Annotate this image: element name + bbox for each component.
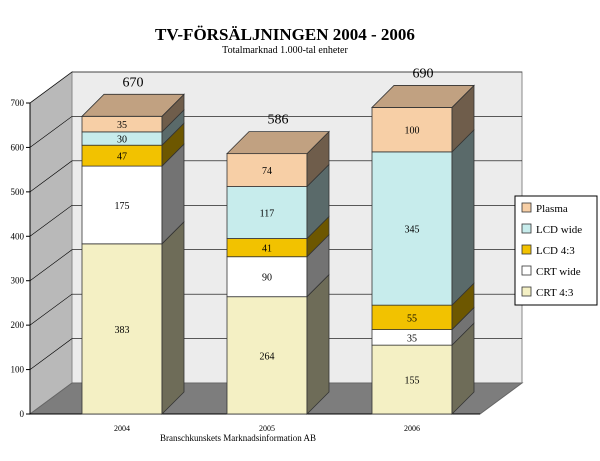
- data-label: 35: [117, 120, 127, 131]
- y-tick-label: 600: [11, 142, 25, 152]
- bar-front: [371, 151, 453, 306]
- bar-top: [81, 93, 185, 117]
- side-wall: [29, 71, 73, 415]
- data-label: 100: [405, 126, 420, 137]
- legend-label: LCD wide: [536, 224, 582, 236]
- gridline: [29, 71, 522, 104]
- bar-segment-2004-lcd-4-3: 47: [81, 122, 185, 168]
- bar-front: [226, 153, 308, 187]
- legend: Plasma LCD wide LCD 4:3 CRT wide CRT 4:3: [514, 195, 598, 306]
- source-note: Branschkunskets Marknadsinformation AB: [160, 433, 316, 443]
- y-tick-label: 500: [11, 187, 25, 197]
- plot-area: 0 100 200 300 400 500 600 700 383 175 47 30 35 670 200…: [11, 66, 524, 433]
- legend-swatch: [521, 202, 532, 213]
- data-label: 175: [115, 201, 130, 212]
- total-label: 690: [413, 66, 434, 81]
- data-label: 155: [405, 376, 420, 387]
- data-label: 117: [260, 209, 275, 220]
- bar-side: [306, 273, 330, 415]
- legend-label: CRT wide: [536, 266, 581, 278]
- legend-label: Plasma: [536, 203, 568, 215]
- data-label: 383: [115, 325, 130, 336]
- bar-front: [371, 107, 453, 153]
- legend-swatch: [521, 223, 532, 234]
- data-label: 345: [405, 225, 420, 236]
- y-tick-label: 400: [11, 231, 25, 241]
- bar-side: [161, 220, 185, 415]
- y-tick-label: 200: [11, 320, 25, 330]
- legend-label: LCD 4:3: [536, 245, 575, 257]
- y-tick-label: 700: [11, 98, 25, 108]
- bar-front: [226, 256, 308, 298]
- data-label: 30: [117, 135, 127, 146]
- legend-label: CRT 4:3: [536, 287, 574, 299]
- bar-segment-2004-lcd-wide: 30: [81, 108, 185, 147]
- y-tick-label: 0: [20, 409, 25, 419]
- chart-title: TV-FÖRSÄLJNINGEN 2004 - 2006: [155, 25, 415, 44]
- bar-segment-2006-lcd-4-3: 55: [371, 282, 475, 331]
- total-label: 670: [123, 75, 144, 90]
- legend-swatch: [521, 244, 532, 255]
- data-label: 35: [407, 333, 417, 344]
- x-tick-label: 2006: [404, 424, 420, 433]
- x-tick-label: 2005: [259, 424, 275, 433]
- data-label: 90: [262, 273, 272, 284]
- bar-segment-2005-lcd-wide: 117: [226, 163, 330, 240]
- bar-segment-2004-crt-4-3: 383: [81, 220, 185, 415]
- y-tick-label: 100: [11, 365, 25, 375]
- total-label: 586: [268, 113, 289, 128]
- data-label: 41: [262, 244, 272, 255]
- bar-segment-2006-plasma: 100: [371, 84, 475, 153]
- data-label: 74: [262, 166, 272, 177]
- x-tick-label: 2004: [114, 424, 130, 433]
- data-label: 264: [260, 351, 275, 362]
- bar-segment-2006-lcd-wide: 345: [371, 128, 475, 307]
- bar-top: [226, 131, 330, 155]
- data-label: 55: [407, 313, 417, 324]
- chart-subtitle: Totalmarknad 1.000-tal enheter: [222, 45, 348, 56]
- bar-segment-2005-crt-wide: 90: [226, 233, 330, 298]
- bar-segment-2004-plasma: 35: [81, 93, 185, 133]
- bar-segment-2005-crt-4-3: 264: [226, 273, 330, 415]
- bar-front: [226, 186, 308, 239]
- y-tick-label: 300: [11, 276, 25, 286]
- legend-swatch: [521, 286, 532, 297]
- bar-side: [451, 128, 475, 307]
- legend-swatch: [521, 265, 532, 276]
- bar-top: [371, 85, 475, 108]
- bar-segment-2004-crt-wide: 175: [81, 143, 185, 245]
- bar-segment-2005-plasma: 74: [226, 130, 330, 188]
- data-label: 47: [117, 152, 127, 163]
